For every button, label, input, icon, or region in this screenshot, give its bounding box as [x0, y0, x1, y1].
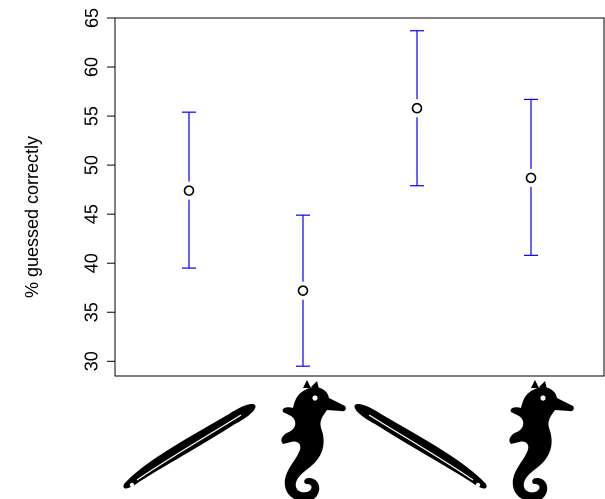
y-tick-label: 60 [82, 57, 102, 77]
data-point [411, 102, 423, 114]
error-bar [410, 30, 424, 187]
y-axis-title: % guessed correctly [22, 136, 42, 298]
eel-icon [122, 403, 257, 490]
category-icons [122, 380, 574, 499]
seahorse-icon [281, 380, 346, 499]
y-tick-label: 65 [82, 8, 102, 28]
y-tick-label: 55 [82, 106, 102, 126]
error-bar [296, 214, 310, 367]
y-tick-label: 35 [82, 302, 102, 322]
data-point [297, 285, 309, 296]
axes: 30 35 40 45 50 55 60 65 % guessed correctly [22, 8, 605, 377]
data-point [183, 185, 195, 196]
plot-frame [114, 17, 605, 377]
y-tick-label: 45 [82, 204, 102, 224]
eel-icon [353, 403, 488, 490]
marks [182, 30, 538, 367]
error-bar [182, 111, 196, 269]
seahorse-icon [509, 380, 574, 499]
y-tick-label: 40 [82, 253, 102, 273]
y-tick-label: 50 [82, 155, 102, 175]
data-point [525, 172, 537, 184]
error-bar [524, 98, 538, 256]
y-tick-label: 30 [82, 351, 102, 371]
